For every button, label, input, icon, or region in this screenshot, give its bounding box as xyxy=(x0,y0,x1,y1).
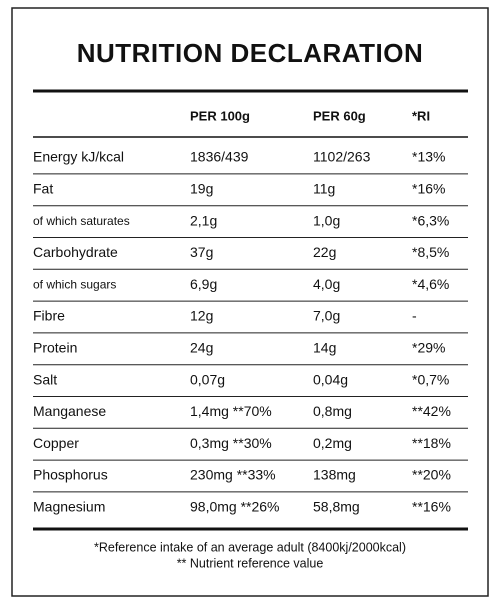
cell-value: 24g xyxy=(190,340,213,356)
cell-value: *6,3% xyxy=(412,212,449,228)
cell-value: **42% xyxy=(412,403,451,419)
cell-value: *0,7% xyxy=(412,371,449,387)
cell-value: 1,0g xyxy=(313,212,340,228)
cell-value: 58,8mg xyxy=(313,499,360,515)
cell-value: 14g xyxy=(313,340,336,356)
row-label: of which sugars xyxy=(33,277,116,291)
cell-value: 37g xyxy=(190,244,213,260)
cell-value: *16% xyxy=(412,181,445,197)
row-label: Fat xyxy=(33,181,53,197)
cell-value: 2,1g xyxy=(190,212,217,228)
cell-value: 0,2mg xyxy=(313,435,352,451)
cell-value: 138mg xyxy=(313,467,356,483)
cell-value: 6,9g xyxy=(190,276,217,292)
cell-value: 7,0g xyxy=(313,308,340,324)
cell-value: **20% xyxy=(412,467,451,483)
cell-value: **16% xyxy=(412,499,451,515)
cell-value: 19g xyxy=(190,181,213,197)
row-label: Energy kJ/kcal xyxy=(33,149,124,165)
column-header: PER 100g xyxy=(190,108,250,123)
label-border xyxy=(11,7,489,597)
cell-value: 0,07g xyxy=(190,371,225,387)
cell-value: 12g xyxy=(190,308,213,324)
row-label: Manganese xyxy=(33,403,106,419)
cell-value: 1836/439 xyxy=(190,149,249,165)
row-label: Phosphorus xyxy=(33,467,108,483)
cell-value: - xyxy=(412,308,417,324)
row-label: Fibre xyxy=(33,308,65,324)
cell-value: 230mg **33% xyxy=(190,467,276,483)
cell-value: *29% xyxy=(412,340,445,356)
row-label: Magnesium xyxy=(33,499,105,515)
footnote: ** Nutrient reference value xyxy=(177,556,324,570)
row-label: Copper xyxy=(33,435,79,451)
footnote: *Reference intake of an average adult (8… xyxy=(94,540,406,554)
row-label: Carbohydrate xyxy=(33,244,118,260)
cell-value: 0,04g xyxy=(313,371,348,387)
cell-value: 0,3mg **30% xyxy=(190,435,272,451)
column-header: *RI xyxy=(412,108,430,123)
cell-value: 1,4mg **70% xyxy=(190,403,272,419)
row-label: Salt xyxy=(33,371,57,387)
cell-value: 0,8mg xyxy=(313,403,352,419)
cell-value: **18% xyxy=(412,435,451,451)
row-label: Protein xyxy=(33,340,77,356)
title: NUTRITION DECLARATION xyxy=(77,38,424,68)
cell-value: *13% xyxy=(412,149,445,165)
cell-value: *8,5% xyxy=(412,244,449,260)
row-label: of which saturates xyxy=(33,214,130,228)
column-header: PER 60g xyxy=(313,108,366,123)
cell-value: 1102/263 xyxy=(313,149,371,165)
cell-value: 98,0mg **26% xyxy=(190,499,280,515)
cell-value: 11g xyxy=(313,181,335,197)
cell-value: 22g xyxy=(313,244,336,260)
cell-value: 4,0g xyxy=(313,276,340,292)
cell-value: *4,6% xyxy=(412,276,449,292)
